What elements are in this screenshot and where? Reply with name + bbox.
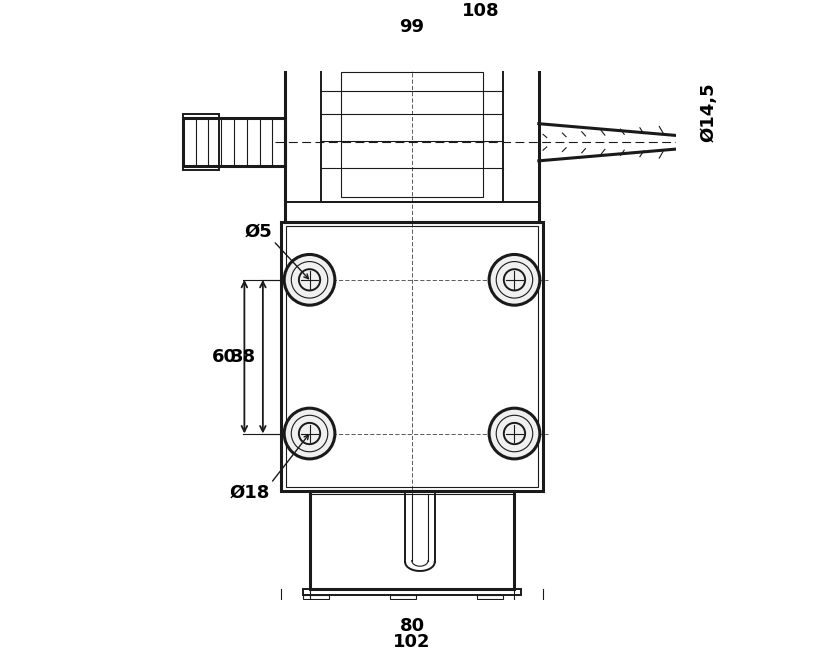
Text: 60: 60 xyxy=(212,348,236,366)
Circle shape xyxy=(284,408,335,459)
Text: 38: 38 xyxy=(231,348,256,366)
Text: Ø5: Ø5 xyxy=(245,222,273,240)
Text: Ø18: Ø18 xyxy=(230,484,270,502)
Text: 99: 99 xyxy=(400,18,424,35)
Text: 102: 102 xyxy=(393,634,431,651)
Circle shape xyxy=(284,254,335,305)
Text: Ø14,5: Ø14,5 xyxy=(700,82,718,143)
Text: 80: 80 xyxy=(400,617,424,634)
Circle shape xyxy=(489,408,540,459)
Text: 108: 108 xyxy=(461,2,499,20)
Circle shape xyxy=(489,254,540,305)
